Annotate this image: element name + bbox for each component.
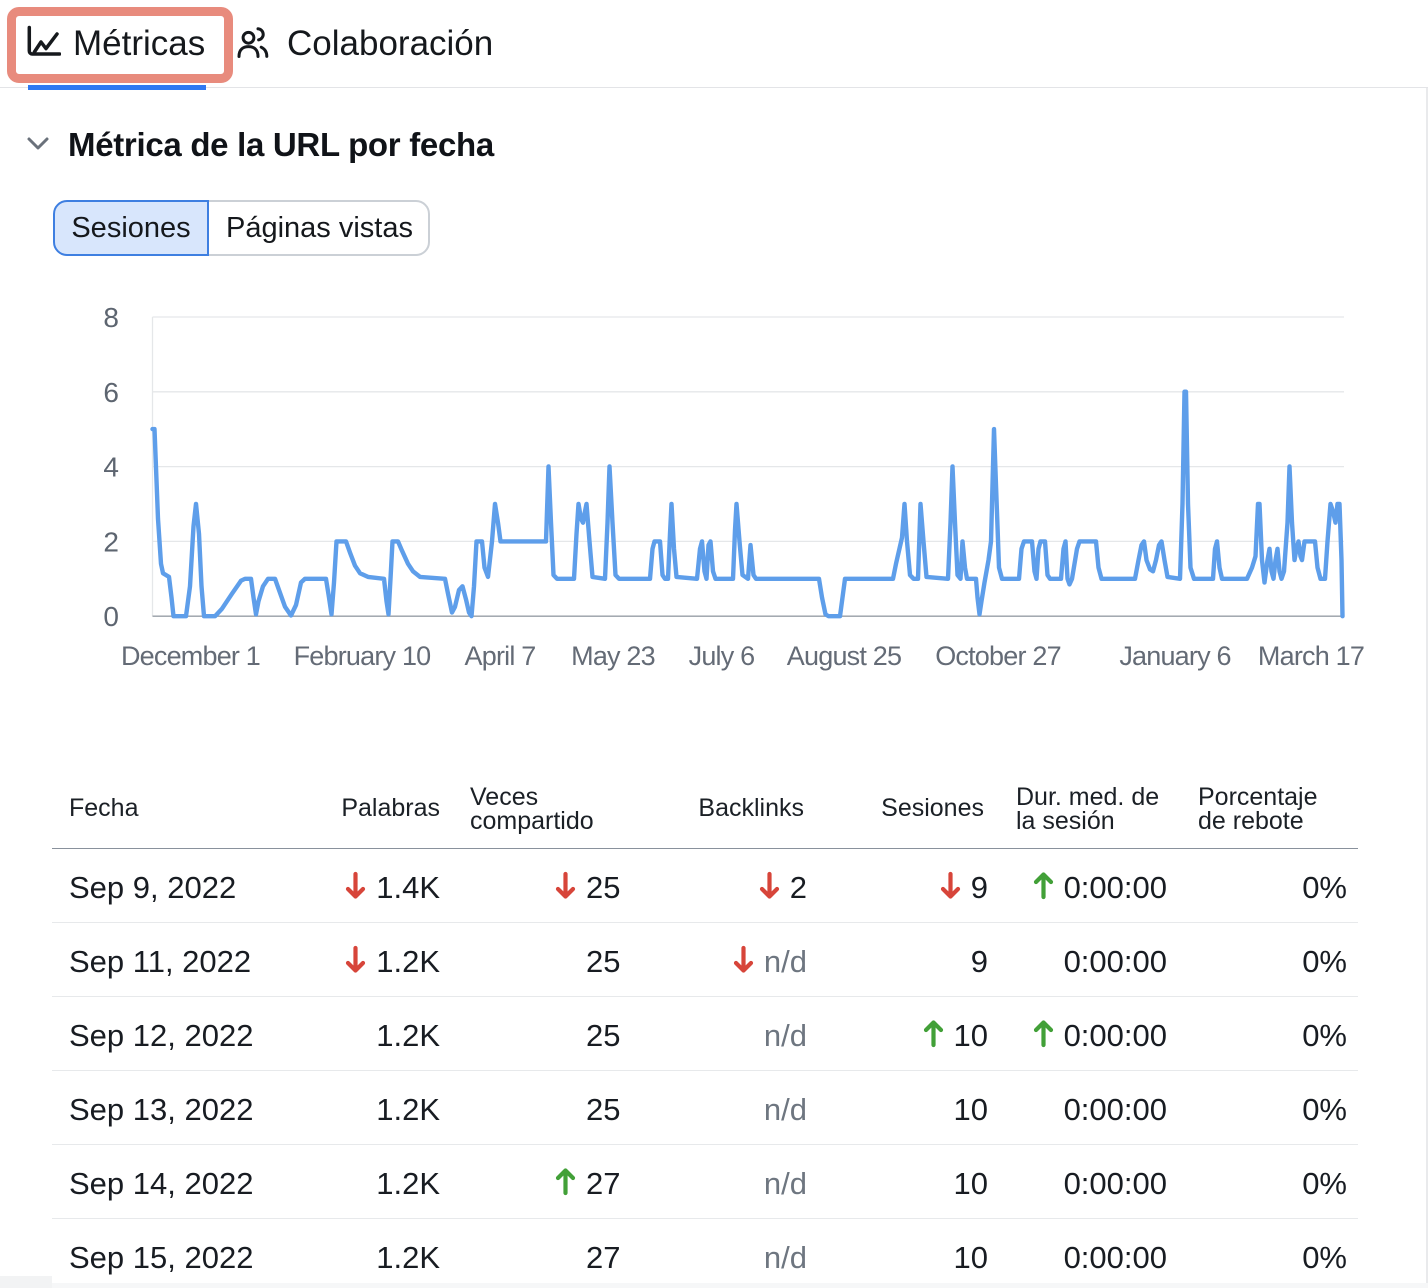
- svg-text:October 27: October 27: [935, 641, 1061, 671]
- svg-text:August 25: August 25: [787, 641, 901, 671]
- svg-text:March 17: March 17: [1258, 641, 1364, 671]
- svg-text:0: 0: [103, 601, 119, 632]
- svg-text:July 6: July 6: [689, 641, 755, 671]
- svg-text:4: 4: [103, 452, 119, 483]
- svg-text:8: 8: [103, 302, 119, 333]
- svg-text:2: 2: [103, 526, 119, 557]
- svg-text:January 6: January 6: [1119, 641, 1230, 671]
- svg-text:December 1: December 1: [121, 641, 260, 671]
- svg-text:February 10: February 10: [294, 641, 431, 671]
- svg-text:April 7: April 7: [465, 641, 536, 671]
- svg-text:May 23: May 23: [571, 641, 655, 671]
- svg-text:6: 6: [103, 377, 119, 408]
